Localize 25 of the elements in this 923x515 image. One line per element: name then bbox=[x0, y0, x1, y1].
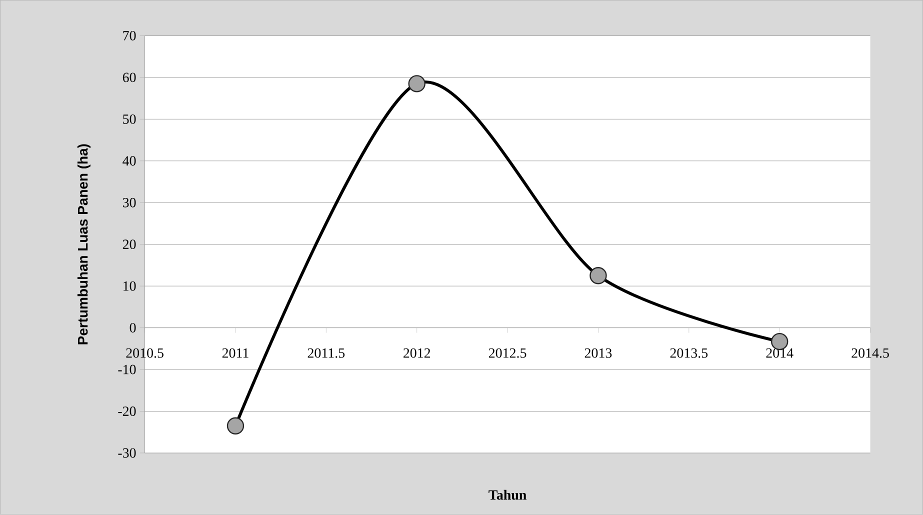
y-tick-label: 10 bbox=[124, 281, 136, 291]
y-tick-label: 60 bbox=[122, 72, 136, 82]
y-tick-label: 50 bbox=[123, 114, 136, 124]
y-tick-label: -20 bbox=[118, 406, 136, 416]
x-tick-label: 2014 bbox=[766, 348, 794, 358]
y-tick-label: -30 bbox=[118, 448, 136, 458]
x-tick-label: 2012.5 bbox=[488, 348, 526, 358]
point bbox=[226, 417, 244, 435]
x-tick-label: 2010.5 bbox=[126, 348, 164, 358]
y-tick-label: 40 bbox=[122, 156, 136, 166]
x-tick-label: 2011 bbox=[222, 348, 248, 358]
point bbox=[590, 267, 607, 284]
y-tick-label: 30 bbox=[123, 198, 136, 208]
x-tick-label: 2014.5 bbox=[852, 348, 889, 358]
x-tick-label: 2013.5 bbox=[670, 348, 708, 358]
x-tick-label: 2012 bbox=[404, 348, 430, 358]
y-tick-label: 20 bbox=[122, 240, 136, 250]
x-axis-title: Tahun bbox=[488, 490, 526, 500]
y-tick-label: 0 bbox=[130, 323, 136, 333]
y-tick-label: -10 bbox=[118, 364, 136, 374]
y-tick-label: 70 bbox=[123, 31, 136, 41]
x-tick-label: 2011.5 bbox=[308, 348, 345, 358]
x-tick-label: 2013 bbox=[584, 348, 612, 358]
y-axis-title: Pertumbuhan Luas Panen (ha) bbox=[77, 144, 90, 344]
point bbox=[408, 75, 426, 92]
